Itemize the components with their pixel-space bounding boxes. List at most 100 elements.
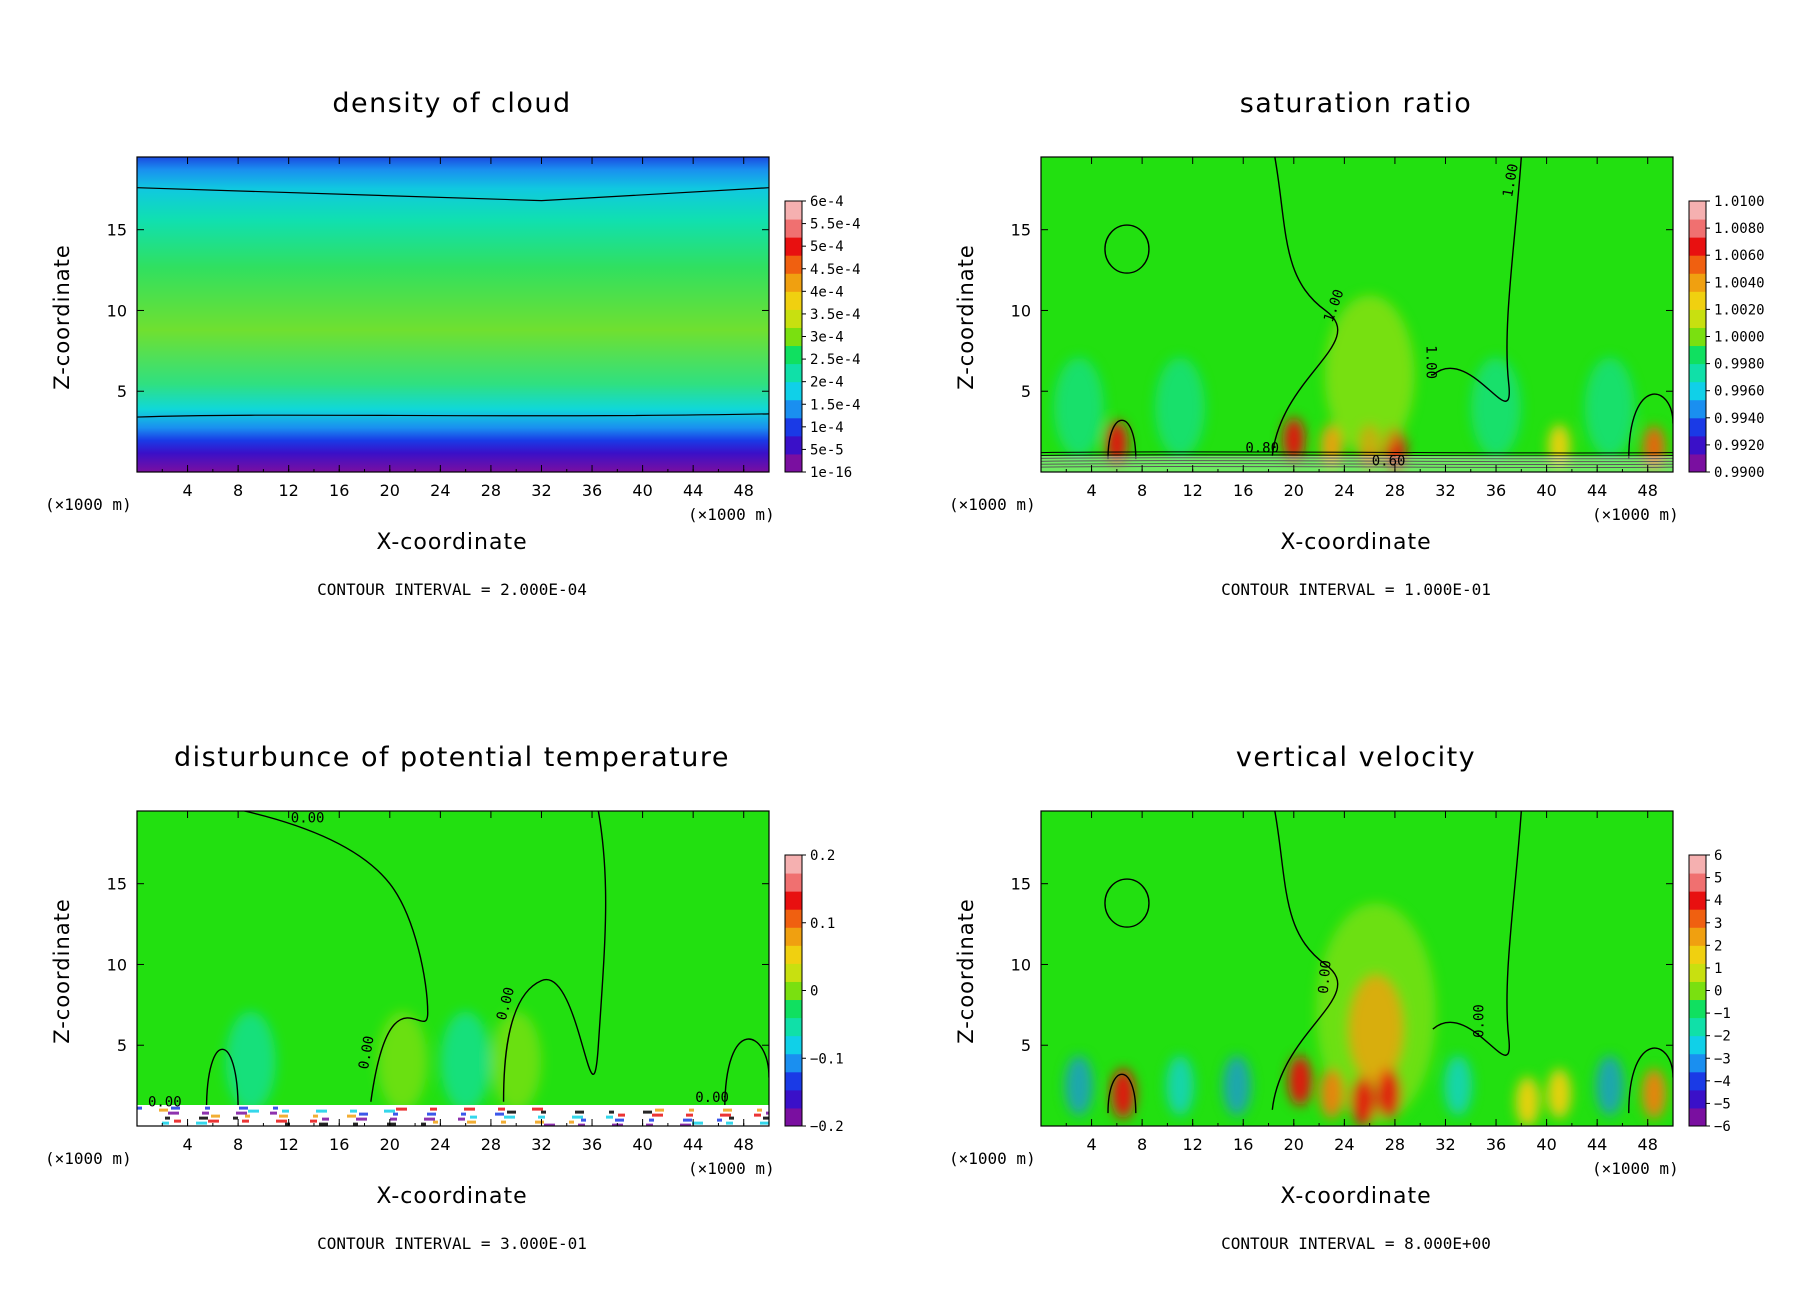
contour-line (1432, 157, 1523, 402)
plot-frame (1040, 810, 1674, 1127)
colorbar-swatch (785, 273, 802, 292)
plot-frame (136, 810, 770, 1127)
colorbar: 6 5 4 3 2 1 0 −1 −2 −3 −4 −5 −6 (1688, 848, 1731, 1135)
colorbar-label: 0.9960 (1714, 384, 1765, 400)
x-tick-label: 44 (1587, 1135, 1607, 1154)
updraft-blob (1282, 417, 1305, 462)
noise-mark (720, 1113, 731, 1117)
colorbar-label: 2.5e-4 (810, 352, 861, 368)
x-tick-label: 40 (1536, 481, 1556, 500)
y-tick-label: 10 (1011, 301, 1031, 320)
noise-mark (538, 1115, 545, 1119)
y-axis-label: Z-coordinate (954, 244, 978, 390)
contour-line (1107, 419, 1137, 460)
noise-mark (532, 1107, 543, 1111)
colorbar-swatch (1689, 999, 1706, 1019)
anomaly-blobs (1053, 295, 1666, 472)
noise-mark (319, 1122, 328, 1126)
colorbar-label: 0.9940 (1714, 411, 1765, 427)
colorbar-label: 1.0020 (1714, 302, 1765, 318)
y-tick-label: 15 (1011, 875, 1031, 894)
contour-interval-note: CONTOUR INTERVAL = 3.000E-01 (317, 1234, 587, 1253)
noise-mark (316, 1109, 327, 1113)
x-tick-label: 48 (1638, 1135, 1658, 1154)
noise-mark (350, 1109, 357, 1113)
noise-mark (248, 1109, 259, 1113)
contour-line (1432, 811, 1523, 1056)
noise-mark (245, 1114, 250, 1118)
colorbar-swatch (1689, 255, 1706, 274)
colorbar-swatch (785, 219, 802, 238)
dry-blob (1471, 357, 1522, 458)
noise-mark (606, 1115, 613, 1119)
downdraft-blob (1166, 1055, 1195, 1116)
colorbar-label: 1.0100 (1714, 194, 1765, 210)
noise-mark (683, 1118, 692, 1122)
colorbar-swatch (785, 453, 802, 473)
plot-frame (1040, 156, 1674, 473)
noise-mark (384, 1109, 395, 1113)
noise-mark (464, 1107, 475, 1111)
colorbar-label: 2 (1714, 938, 1722, 954)
y-tick-label: 15 (107, 221, 127, 240)
noise-mark (578, 1123, 585, 1126)
contour-label: 0.00 (291, 810, 325, 826)
noise-mark (430, 1107, 437, 1111)
contour-line (724, 1038, 769, 1110)
contour-line (1628, 393, 1673, 460)
colorbar-swatch (1689, 855, 1706, 874)
colorbar-label: 5e-5 (810, 442, 844, 458)
updraft-blob (1548, 424, 1571, 469)
noise-mark (729, 1116, 734, 1120)
colorbar-label: 1.0000 (1714, 330, 1765, 346)
colorbar-label: 0 (1714, 984, 1722, 1000)
x-tick-label: 28 (481, 481, 501, 500)
x-tick-label: 8 (1137, 481, 1147, 500)
chart-title: vertical velocity (1235, 742, 1477, 773)
noise-mark (421, 1122, 426, 1126)
colorbar-swatch (1689, 909, 1706, 928)
colorbar-swatch (1689, 345, 1706, 365)
colorbar: 0.2 0.1 0 −0.1 −0.2 (784, 848, 844, 1135)
noise-mark (498, 1107, 505, 1111)
noise-mark (615, 1118, 624, 1122)
noise-mark (717, 1118, 722, 1122)
colorbar-swatch (785, 981, 802, 1001)
x-tick-label: 4 (1086, 481, 1096, 500)
temperature-anomaly (491, 1011, 542, 1112)
updraft-blob (1376, 1068, 1401, 1119)
colorbar-swatch (785, 1107, 802, 1127)
contour-label: 0.80 (1245, 441, 1279, 457)
noise-mark (196, 1121, 207, 1125)
colorbar-swatch (785, 381, 802, 401)
noise-mark (726, 1121, 733, 1125)
noise-mark (427, 1112, 436, 1116)
temperature-anomaly (377, 1011, 428, 1112)
chart-panel-density-of-cloud: 4 8 12 16 20 24 28 32 36 40 44 48 5 10 15 6e-4 5.5e-4 5e-… (0, 0, 904, 654)
noise-mark (544, 1123, 555, 1126)
colorbar-label: −2 (1714, 1029, 1731, 1045)
x-tick-label: 36 (1486, 1135, 1506, 1154)
noise-mark (202, 1111, 209, 1115)
x-tick-label: 28 (1385, 1135, 1405, 1154)
noise-mark (433, 1120, 438, 1124)
chart-panel-potential-temperature: 0.00 0.00 0.00 0.00 0.00 4 8 12 16 20 24 28 32 36 40 44… (0, 654, 904, 1308)
colorbar-label: 0.9900 (1714, 465, 1765, 481)
plot-svg: 0.000.000.000.00 0.004 8 12 16 20 24 28 32 36 40 44… (107, 810, 844, 1154)
surface-band (137, 1105, 769, 1126)
noise-mark (242, 1119, 249, 1123)
heatmap-field (137, 811, 769, 1126)
contour-label: 0.00 (356, 1035, 378, 1071)
contour-label: 0.00 (695, 1090, 729, 1106)
colorbar-label: 4.5e-4 (810, 262, 861, 278)
contour-line (244, 811, 429, 1102)
colorbar-label: 5e-4 (810, 239, 844, 255)
colorbar-label: −0.2 (810, 1119, 844, 1135)
x-tick-label: 12 (279, 1135, 299, 1154)
x-tick-label: 20 (380, 1135, 400, 1154)
x-tick-label: 48 (734, 481, 754, 500)
noise-mark (236, 1111, 247, 1115)
colorbar-swatch (785, 435, 802, 455)
colorbar-swatch (1689, 1071, 1706, 1091)
x-tick-label: 24 (1334, 1135, 1354, 1154)
